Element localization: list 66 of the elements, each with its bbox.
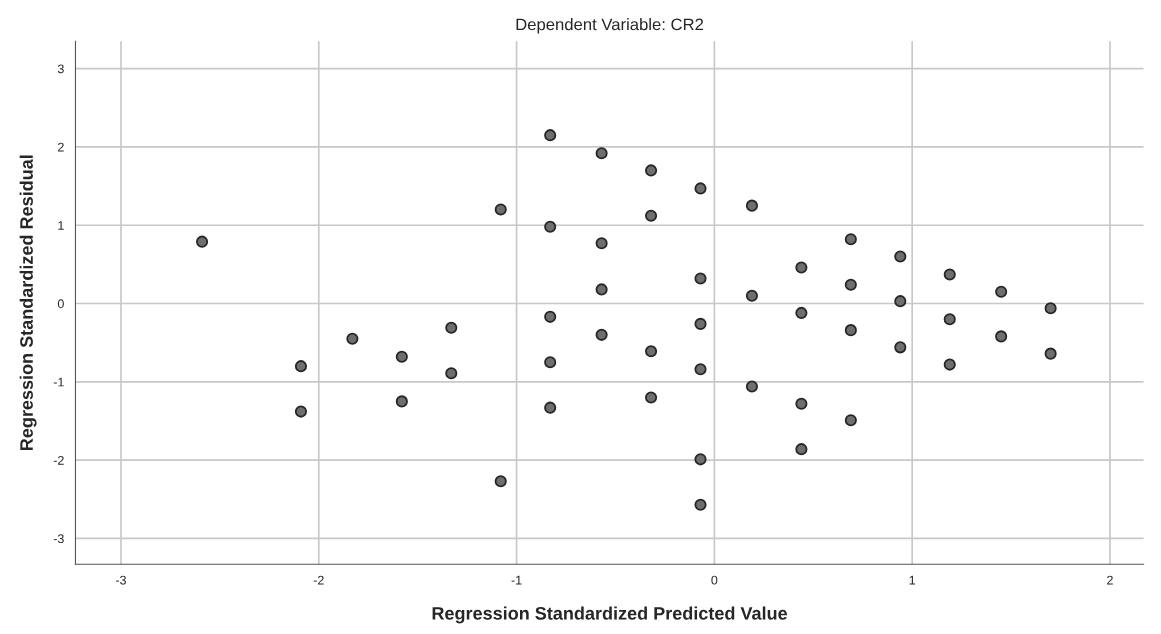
- point: [544, 310, 557, 323]
- point: [395, 395, 408, 408]
- y-tick-label: 2: [58, 142, 64, 152]
- point: [595, 283, 608, 296]
- y-tick-label: -2: [53, 455, 64, 465]
- point: [595, 147, 608, 160]
- point: [995, 285, 1008, 298]
- y-tick-label: 0: [57, 299, 64, 309]
- point: [294, 360, 308, 373]
- point: [595, 328, 608, 341]
- point: [894, 250, 907, 263]
- point: [844, 414, 857, 427]
- y-tick-label: -3: [53, 534, 64, 544]
- point: [943, 358, 956, 371]
- point: [894, 341, 907, 354]
- point: [795, 443, 808, 456]
- point: [645, 391, 658, 404]
- point: [544, 401, 557, 414]
- point: [694, 272, 707, 285]
- point: [395, 350, 408, 363]
- point: [995, 330, 1008, 343]
- point: [694, 498, 707, 511]
- x-tick-label: 2: [1107, 575, 1113, 585]
- point: [844, 233, 857, 246]
- x-tick-label: 1: [909, 575, 916, 585]
- y-tick-label: -1: [53, 377, 64, 387]
- point: [844, 278, 857, 291]
- point: [795, 397, 808, 410]
- y-tick-label: 3: [57, 64, 64, 74]
- x-axis-title: Regression Standardized Predicted Value: [432, 606, 788, 624]
- x-tick-label: -3: [115, 575, 126, 585]
- point: [894, 295, 907, 308]
- point: [595, 237, 608, 250]
- point: [445, 321, 458, 334]
- point: [694, 182, 707, 195]
- point: [494, 203, 507, 216]
- point: [694, 363, 707, 376]
- point: [494, 475, 507, 488]
- x-tick-label: -2: [313, 575, 324, 585]
- point: [694, 453, 707, 466]
- point: [943, 313, 956, 326]
- point: [795, 306, 808, 319]
- point: [645, 209, 658, 222]
- point: [196, 235, 209, 248]
- point: [544, 356, 557, 369]
- chart-title: Dependent Variable: CR2: [516, 18, 704, 34]
- point: [745, 199, 758, 212]
- point: [645, 345, 658, 358]
- point: [544, 129, 557, 142]
- point: [645, 164, 658, 177]
- point: [294, 405, 308, 418]
- point: [1044, 302, 1057, 315]
- point: [745, 289, 758, 302]
- y-axis-title: Regression Standardized Residual: [19, 155, 37, 451]
- x-tick-label: 0: [711, 575, 718, 585]
- y-tick-label: 1: [58, 221, 64, 230]
- point: [694, 317, 707, 330]
- point: [346, 332, 359, 345]
- point: [445, 367, 458, 380]
- point: [844, 324, 857, 337]
- point: [943, 268, 956, 281]
- x-tick-label: -1: [511, 575, 522, 585]
- point: [1044, 347, 1057, 360]
- point: [544, 220, 557, 233]
- point: [745, 380, 758, 393]
- point: [795, 261, 808, 274]
